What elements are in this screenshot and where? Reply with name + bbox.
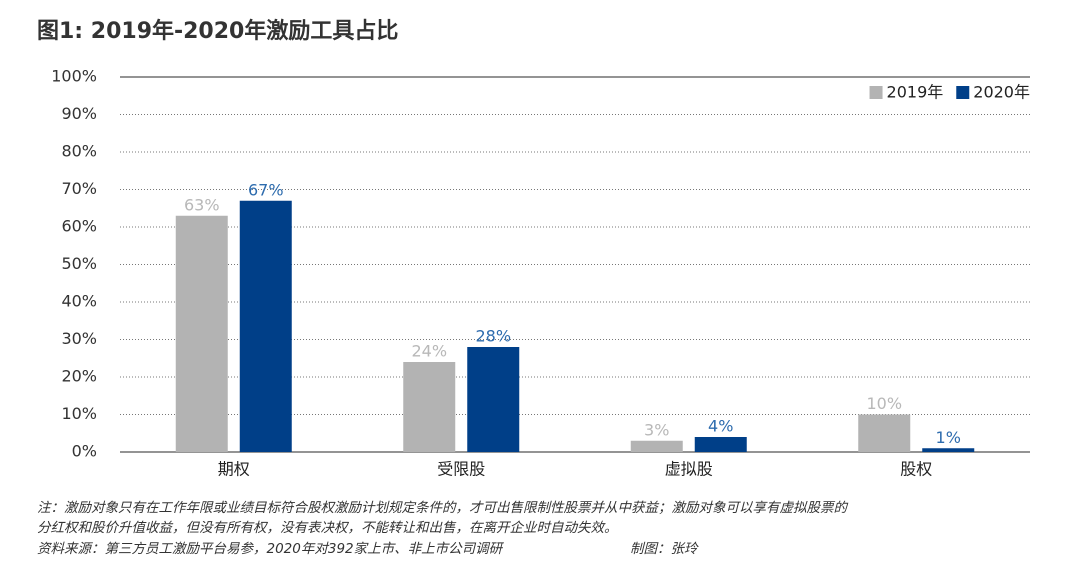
bar: [403, 362, 456, 452]
y-tick-label: 60%: [61, 217, 97, 236]
x-tick-label: 受限股: [437, 460, 485, 479]
legend-swatch: [869, 86, 883, 99]
bar: [467, 347, 520, 452]
value-label: 1%: [936, 428, 961, 447]
source: 资料来源：第三方员工激励平台易参，2020年对392家上市、非上市公司调研: [37, 541, 505, 557]
y-tick-label: 90%: [61, 104, 97, 123]
value-label: 28%: [475, 327, 511, 346]
bar: [630, 440, 683, 452]
y-tick-label: 70%: [61, 179, 97, 198]
value-label: 24%: [411, 342, 447, 361]
bar: [922, 448, 975, 452]
y-tick-label: 80%: [61, 142, 97, 161]
value-label: 10%: [866, 394, 902, 413]
y-tick-label: 20%: [61, 367, 97, 386]
value-label: 3%: [644, 420, 669, 439]
value-label: 63%: [184, 195, 220, 214]
bar: [175, 215, 228, 452]
x-tick-label: 股权: [900, 460, 932, 479]
legend-label: 2020年: [973, 83, 1030, 102]
x-tick-label: 虚拟股: [665, 460, 713, 479]
note: 分红权和股价升值收益，但没有所有权，没有表决权，不能转让和出售，在离开企业时自动…: [37, 520, 618, 536]
note: 注：激励对象只有在工作年限或业绩目标符合股权激励计划规定条件的，才可出售限制性股…: [37, 500, 848, 516]
y-tick-label: 50%: [61, 254, 97, 273]
bar: [858, 414, 911, 452]
x-tick-label: 期权: [218, 460, 250, 479]
y-tick-label: 30%: [61, 329, 97, 348]
chart-title: 图1: 2019年-2020年激励工具占比: [37, 18, 398, 44]
y-tick-label: 10%: [61, 404, 97, 423]
y-tick-label: 40%: [61, 292, 97, 311]
y-tick-label: 0%: [72, 442, 97, 461]
bar: [239, 200, 292, 452]
legend-label: 2019年: [887, 83, 944, 102]
credit: 制图：张玲: [630, 541, 699, 557]
bar: [694, 437, 747, 452]
y-tick-label: 100%: [51, 67, 97, 86]
value-label: 4%: [708, 417, 733, 436]
value-label: 67%: [248, 180, 284, 199]
legend-swatch: [956, 86, 970, 99]
